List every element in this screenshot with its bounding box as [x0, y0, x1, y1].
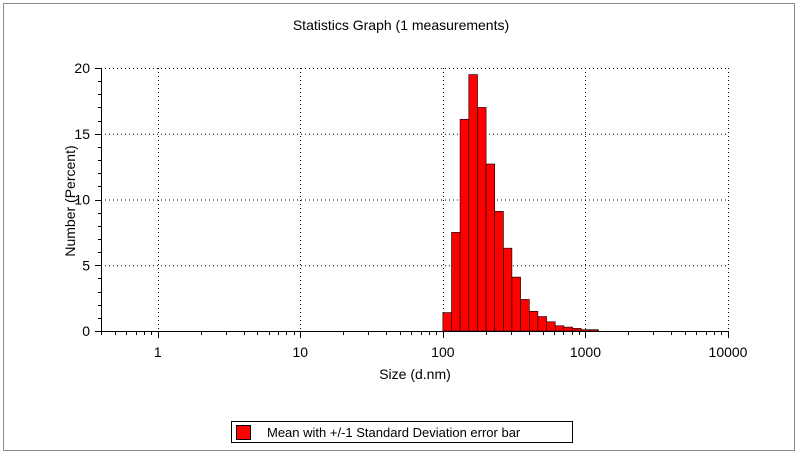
x-tick-label: 100 [431, 344, 455, 360]
histogram-bar [494, 211, 504, 332]
histogram-bar [485, 163, 496, 332]
y-tick-label: 20 [74, 60, 90, 76]
x-tick-label: 1000 [570, 344, 601, 360]
histogram-bar [537, 316, 547, 332]
y-tick-label: 15 [74, 126, 90, 142]
histogram-bar [511, 276, 521, 332]
histogram-bar [572, 328, 582, 332]
histogram-bar [468, 74, 478, 332]
tick-labels: 0 5 10 15 20 1 10 100 1000 10000 [74, 60, 747, 360]
x-axis-label: Size (d.nm) [379, 366, 451, 382]
histogram-bars [442, 74, 599, 332]
histogram-bar [554, 325, 565, 332]
histogram-bar [563, 326, 573, 332]
y-tick-label: 0 [82, 323, 90, 339]
x-tick-label: 10 [293, 344, 309, 360]
x-tick-label: 1 [154, 344, 162, 360]
legend: Mean with +/-1 Standard Deviation error … [231, 421, 573, 443]
y-axis-label: Number (Percent) [62, 145, 78, 256]
y-tick-label: 10 [74, 192, 90, 208]
histogram-bar [580, 329, 591, 332]
histogram-bar [529, 310, 539, 332]
histogram-bar [589, 329, 599, 332]
histogram-bar [477, 107, 487, 332]
legend-swatch [236, 424, 251, 440]
chart-svg: Statistics Graph (1 measurements) 0 5 10 15… [62, 17, 748, 382]
y-tick-label: 5 [82, 257, 90, 273]
chart-frame: Statistics Graph (1 measurements) 0 5 10 15… [3, 3, 795, 451]
histogram-bar [546, 321, 556, 332]
legend-label: Mean with +/-1 Standard Deviation error … [267, 424, 521, 440]
grid-lines [101, 68, 729, 331]
histogram-bar [459, 118, 470, 332]
histogram-bar [503, 247, 513, 332]
axes [95, 68, 729, 338]
histogram-bar [520, 299, 530, 332]
chart-title: Statistics Graph (1 measurements) [293, 17, 509, 33]
histogram-bar [442, 312, 452, 332]
x-tick-label: 10000 [709, 344, 748, 360]
histogram-bar [451, 232, 461, 332]
